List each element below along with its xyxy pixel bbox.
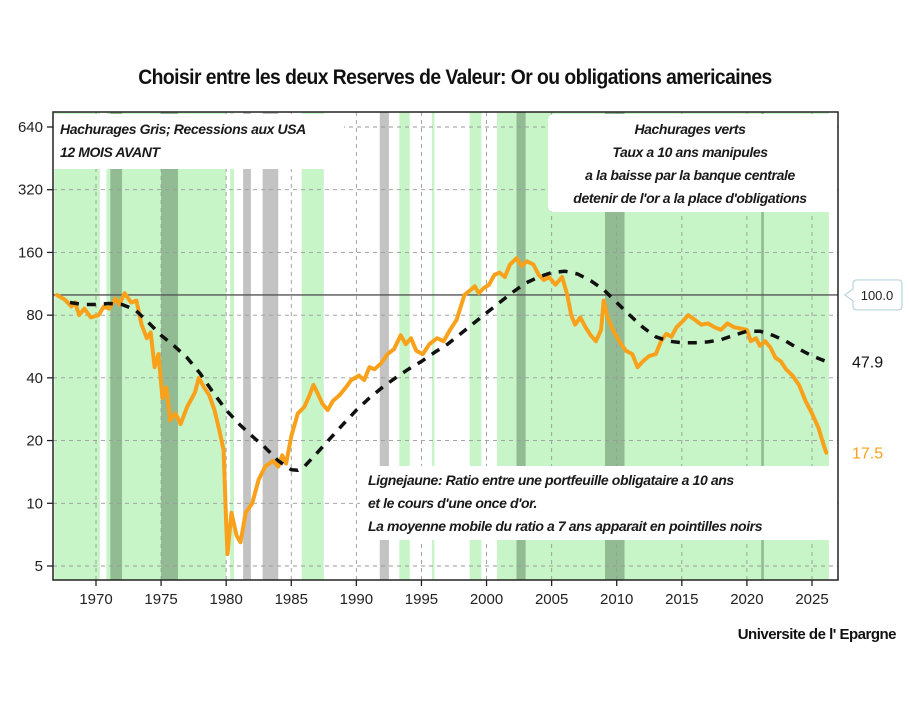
plot-frame: [52, 111, 839, 581]
series-line-ratio: [54, 256, 829, 557]
note-boxes: [54, 114, 836, 540]
reference-value-callout: 100.0: [844, 279, 903, 311]
recession-band: [516, 112, 526, 580]
chart-title: Choisir entre les deux Reserves de Valeu…: [138, 66, 772, 89]
y-tick-label: 80: [26, 307, 43, 324]
x-tick-label: 1990: [340, 591, 373, 608]
grey-note-line-2: 12 MOIS AVANT: [60, 144, 161, 160]
end-label-moving-average: 47.9: [852, 355, 883, 372]
y-tick-label: 20: [26, 433, 43, 450]
green-note-line-4: detenir de l'or a la place d'obligations: [573, 190, 807, 206]
reference-value-label: 100.0: [861, 288, 894, 303]
green-note-line-1: Hachurages verts: [634, 121, 746, 137]
line-note-line-2: et le cours d'une once d'or.: [368, 495, 537, 511]
green-period-band: [399, 112, 410, 580]
grey-note-box: [54, 114, 344, 169]
green-period-band: [54, 112, 100, 580]
line-note-box: [360, 466, 836, 540]
x-tick-label: 2020: [730, 591, 763, 608]
y-tick-label: 10: [26, 495, 43, 512]
x-tick-label: 1980: [209, 591, 242, 608]
green-note-line-2: Taux a 10 ans manipules: [612, 144, 768, 160]
x-tick-label: 1975: [144, 591, 177, 608]
recession-band: [605, 112, 625, 580]
recession-band: [243, 112, 251, 580]
series-layer: [54, 256, 829, 557]
recession-band: [262, 112, 279, 580]
y-tick-label: 640: [18, 119, 43, 136]
x-tick-label: 2010: [600, 591, 633, 608]
x-tick-label: 2015: [665, 591, 698, 608]
x-tick-label: 1995: [405, 591, 438, 608]
green-period-band: [469, 112, 482, 580]
recession-band: [161, 112, 179, 580]
axis-layer: 5 10 20 40 80 160 320 640 1970 1975 1980 1985 1990 19…: [18, 119, 829, 608]
green-period-band: [230, 112, 234, 580]
recession-band: [379, 112, 389, 580]
source-credit: Universite de l' Epargne: [737, 626, 897, 643]
line-note-line-1: Lignejaune: Ratio entre une portfeuille …: [368, 472, 734, 488]
line-note-line-3: La moyenne mobile du ratio a 7 ans appar…: [368, 518, 763, 534]
callout-bubble: [844, 279, 903, 311]
green-note-line-3: a la baisse par la banque centrale: [585, 167, 795, 183]
green-period-band: [301, 112, 324, 580]
y-tick-label: 160: [18, 244, 43, 261]
recession-band: [110, 112, 123, 580]
green-period-band: [431, 112, 435, 580]
x-tick-label: 2005: [535, 591, 568, 608]
x-tick-label: 1985: [275, 591, 308, 608]
x-tick-label: 2000: [470, 591, 503, 608]
green-note-box: [548, 114, 836, 212]
series-line-moyenne_mobile_7ans: [69, 269, 827, 473]
y-tick-label: 40: [26, 370, 43, 387]
y-tick-label: 5: [35, 558, 43, 575]
y-tick-label: 320: [18, 182, 43, 199]
grey-note-line-1: Hachurages Gris; Recessions aux USA: [60, 121, 306, 137]
x-tick-label: 1970: [79, 591, 112, 608]
x-tick-label: 2025: [795, 591, 828, 608]
end-label-ratio: 17.5: [852, 446, 883, 463]
